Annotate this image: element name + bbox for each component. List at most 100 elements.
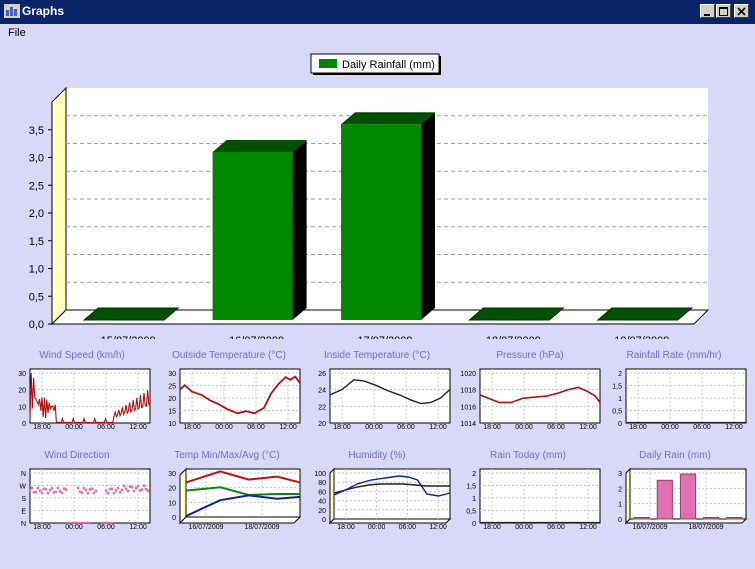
maximize-icon xyxy=(719,7,728,16)
scatter-point xyxy=(142,484,146,488)
menu-bar: File xyxy=(0,24,755,43)
mini-chart-humidity: Humidity (%) 0 20 40 60 80 100 18:00 00:00 06:00… xyxy=(314,450,452,529)
mini-chart-wind-speed: Wind Speed (km/h) 0 10 20 30 18:00 00:00 06:00… xyxy=(18,350,151,429)
y-tick-label: 0,5 xyxy=(29,291,44,303)
mini-y-tick-label: 24 xyxy=(318,388,326,395)
mini-title: Outside Temperature (°C) xyxy=(172,350,286,361)
minimize-button[interactable] xyxy=(700,4,715,18)
mini-y-tick-label: 2 xyxy=(618,371,622,378)
scatter-point xyxy=(36,486,40,490)
mini-x-tick-label: 00:00 xyxy=(65,524,83,529)
mini-x-tick-label: 18:00 xyxy=(629,424,647,429)
mini-y-tick-label: 20 xyxy=(318,421,326,428)
mini-x-tick-label: 06:00 xyxy=(97,424,115,429)
mini-series-line xyxy=(179,375,301,415)
mini-y-tick-label: 0 xyxy=(618,517,622,524)
mini-x-tick-label: 18:00 xyxy=(483,424,501,429)
mini-plot-area xyxy=(625,368,747,424)
mini-title: Pressure (hPa) xyxy=(496,350,563,361)
scatter-point xyxy=(92,491,96,495)
mini-y-tick-label: N xyxy=(21,471,26,478)
mini-x-tick-label: 06:00 xyxy=(399,524,417,529)
mini-title: Rain Today (mm) xyxy=(490,450,566,461)
mini-x-tick-label: 12:00 xyxy=(579,524,597,529)
mini-y-tick-label: 1,5 xyxy=(466,484,476,491)
scatter-point xyxy=(114,489,118,492)
mini-title: Wind Direction xyxy=(44,450,109,461)
mini-x-tick-label: 06:00 xyxy=(693,424,711,429)
scatter-point xyxy=(54,490,58,494)
y-tick-label: 3,5 xyxy=(29,125,44,137)
mini-chart-inside-temperature: Inside Temperature (°C) 20 22 24 26 18:00 00:… xyxy=(318,350,451,429)
daily-rain-bar xyxy=(633,517,650,520)
scatter-point xyxy=(146,489,150,493)
max-line xyxy=(185,470,301,484)
mini-x-tick-label: 12:00 xyxy=(725,424,743,429)
mini-x-tick-label: 12:00 xyxy=(579,424,597,429)
mini-x-tick-label: 00:00 xyxy=(515,424,533,429)
maximize-button[interactable] xyxy=(716,4,731,18)
daily-rain-bar xyxy=(656,479,673,520)
mini-x-tick-label: 06:00 xyxy=(397,424,415,429)
scatter-point xyxy=(94,489,98,493)
bar xyxy=(468,307,565,321)
mini-y-tick-label: 26 xyxy=(318,371,326,378)
humidity-line xyxy=(333,483,450,494)
scatter-point xyxy=(140,488,144,491)
scatter-point xyxy=(136,484,140,488)
daily-rain-bar xyxy=(703,517,720,520)
scatter-point xyxy=(40,491,44,495)
mini-chart-rain-today: Rain Today (mm) 0 0,5 1 1,5 2 18:00 00:00 06:00… xyxy=(466,450,601,529)
y-tick-label: 1,5 xyxy=(29,236,44,248)
menu-file[interactable]: File xyxy=(8,27,26,39)
mini-y-tick-label: N xyxy=(21,521,26,528)
mini-chart-pressure: Pressure (hPa) 1014 1016 1018 1020 18:00 00:0… xyxy=(460,350,601,429)
legend-box xyxy=(310,53,440,74)
close-button[interactable] xyxy=(734,4,749,18)
x-tick-label: 17/07/2009 xyxy=(357,335,412,339)
mini-x-tick-label: 18/07/2009 xyxy=(244,524,279,529)
mini-title: Temp Min/Max/Avg (°C) xyxy=(174,450,280,461)
mini-y-tick-label: 10 xyxy=(168,500,176,507)
y-tick-label: 0,0 xyxy=(29,319,44,331)
mini-y-tick-label: 60 xyxy=(318,489,326,496)
mini-x-tick-label: 06:00 xyxy=(247,424,265,429)
bar xyxy=(212,139,307,320)
mini-y-tick-label: 20 xyxy=(168,486,176,493)
scatter-point xyxy=(30,486,34,490)
bar xyxy=(82,307,180,321)
mini-plot-area xyxy=(179,368,301,424)
mini-x-tick-label: 06:00 xyxy=(97,524,115,529)
scatter-point xyxy=(134,486,138,490)
mini-x-tick-label: 12:00 xyxy=(429,424,447,429)
mini-x-tick-label: 00:00 xyxy=(368,524,386,529)
daily-rain-bar xyxy=(726,517,743,520)
window-title: Graphs xyxy=(22,4,65,18)
scatter-point xyxy=(116,486,120,490)
scatter-point xyxy=(112,491,116,495)
mini-y-tick-label: 1 xyxy=(618,396,622,403)
y-tick-label: 1,0 xyxy=(29,264,44,276)
scatter-point xyxy=(108,487,112,491)
mini-y-tick-label: 1018 xyxy=(460,388,476,395)
mini-x-tick-label: 00:00 xyxy=(65,424,83,429)
mini-y-tick-label: 10 xyxy=(168,421,176,428)
daily-rain-bar xyxy=(679,473,697,520)
mini-y-tick-label: 0,5 xyxy=(466,509,476,516)
mini-y-tick-label: E xyxy=(21,509,26,516)
mini-chart-temp-min-max-avg: Temp Min/Max/Avg (°C) 0 10 20 30 16/07/2009 1… xyxy=(168,450,302,529)
scatter-point xyxy=(104,489,108,492)
scatter-point xyxy=(120,488,124,492)
scatter-point xyxy=(76,486,80,490)
app-icon xyxy=(4,4,20,18)
mini-plot-area xyxy=(479,468,601,524)
minimize-icon xyxy=(704,14,710,16)
mini-x-tick-label: 12:00 xyxy=(129,424,147,429)
scatter-point xyxy=(44,487,48,491)
mini-y-tick-label: 2 xyxy=(618,486,622,493)
mini-series-line xyxy=(329,379,451,405)
scatter-point xyxy=(56,486,60,490)
mini-left-wall xyxy=(329,467,335,525)
title-bar[interactable]: Graphs xyxy=(0,0,755,24)
